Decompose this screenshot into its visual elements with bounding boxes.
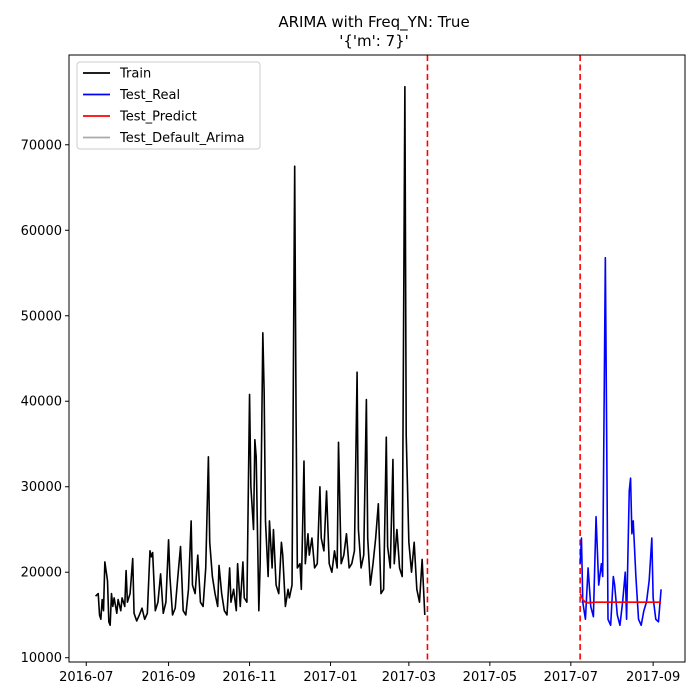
y-tick-label: 20000 [21, 566, 62, 581]
y-tick-label: 10000 [21, 651, 62, 666]
x-tick-label: 2016-11 [222, 670, 276, 685]
y-tick-label: 60000 [21, 224, 62, 239]
x-tick-label: 2016-09 [141, 670, 195, 685]
legend-label: Test_Real [119, 88, 180, 103]
y-tick-label: 40000 [21, 395, 62, 410]
vertical-lines [426, 55, 581, 662]
x-tick-label: 2017-09 [626, 670, 680, 685]
legend-box [76, 61, 261, 150]
legend-label: Train [119, 67, 151, 82]
y-tick-label: 30000 [21, 480, 62, 495]
legend-label: Test_Default_Arima [119, 131, 245, 146]
series-layer [94, 85, 662, 627]
x-axis: 2016-07 2016-09 2016-11 2017-01 2017-03 2017-… [59, 662, 680, 685]
chart-subtitle: '{'m': 7}' [339, 32, 409, 50]
plot-area [94, 55, 662, 662]
x-tick-label: 2017-01 [303, 670, 357, 685]
legend: Train Test_Real Test_Predict Test_Default_A… [76, 61, 261, 150]
y-tick-label: 70000 [21, 138, 62, 153]
y-axis: 10000 20000 30000 40000 50000 60000 70000 [21, 138, 69, 666]
axes-frame [68, 54, 686, 663]
legend-label: Test_Predict [119, 110, 197, 125]
series-line-train [94, 85, 426, 627]
x-tick-label: 2016-07 [59, 670, 113, 685]
x-tick-label: 2017-05 [463, 670, 517, 685]
series-line-test-predict [579, 593, 662, 604]
series-line-test-real [579, 256, 662, 627]
x-tick-label: 2017-03 [382, 670, 436, 685]
x-tick-label: 2017-07 [544, 670, 598, 685]
chart-title: ARIMA with Freq_YN: True [278, 13, 469, 32]
y-tick-label: 50000 [21, 309, 62, 324]
